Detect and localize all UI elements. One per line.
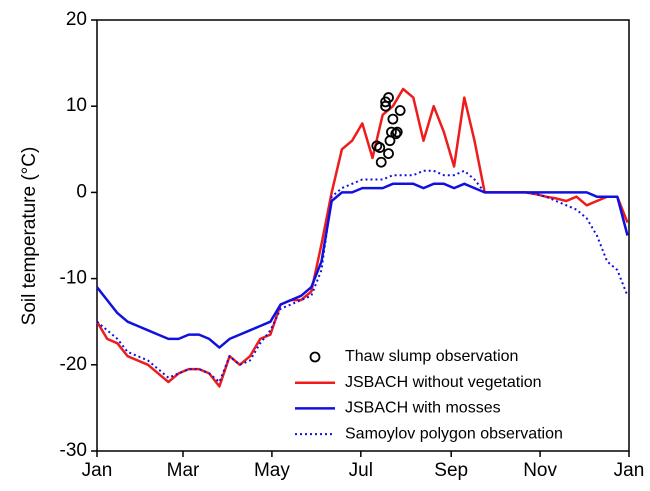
y-tick-label: 0 [76,181,87,202]
x-tick-label: Nov [523,460,557,481]
y-axis-label: Soil temperature (°C) [19,147,40,326]
legend-label: Samoylov polygon observation [345,425,563,442]
y-tick-label: 20 [66,9,87,30]
scatter-point [387,113,399,125]
scatter-point [371,140,383,152]
legend-label: JSBACH with mosses [345,400,501,417]
scatter-point [394,105,406,116]
scatter-point [391,126,403,138]
y-tick-label: -20 [60,354,87,375]
scatter-point [390,128,402,140]
line-series [96,169,629,383]
scatter-point [383,148,394,160]
scatter-point [375,156,387,168]
line-series [96,182,629,349]
scatter-point [380,100,391,112]
y-tick-label: -30 [60,440,87,461]
x-tick-label: Jan [82,460,113,481]
line-series [95,87,629,388]
plot-frame [96,19,630,452]
y-tick-label: -10 [60,268,87,289]
legend-label: Thaw slump observation [345,348,518,365]
x-tick-label: Mar [167,460,200,481]
x-tick-label: May [254,460,290,481]
y-tick-label: 10 [66,95,87,116]
legend-marker [309,351,321,363]
x-tick-label: Jan [614,460,645,481]
x-tick-label: Jul [349,460,373,481]
x-tick-label: Sep [434,460,468,481]
legend-label: JSBACH without vegetation [345,374,542,391]
